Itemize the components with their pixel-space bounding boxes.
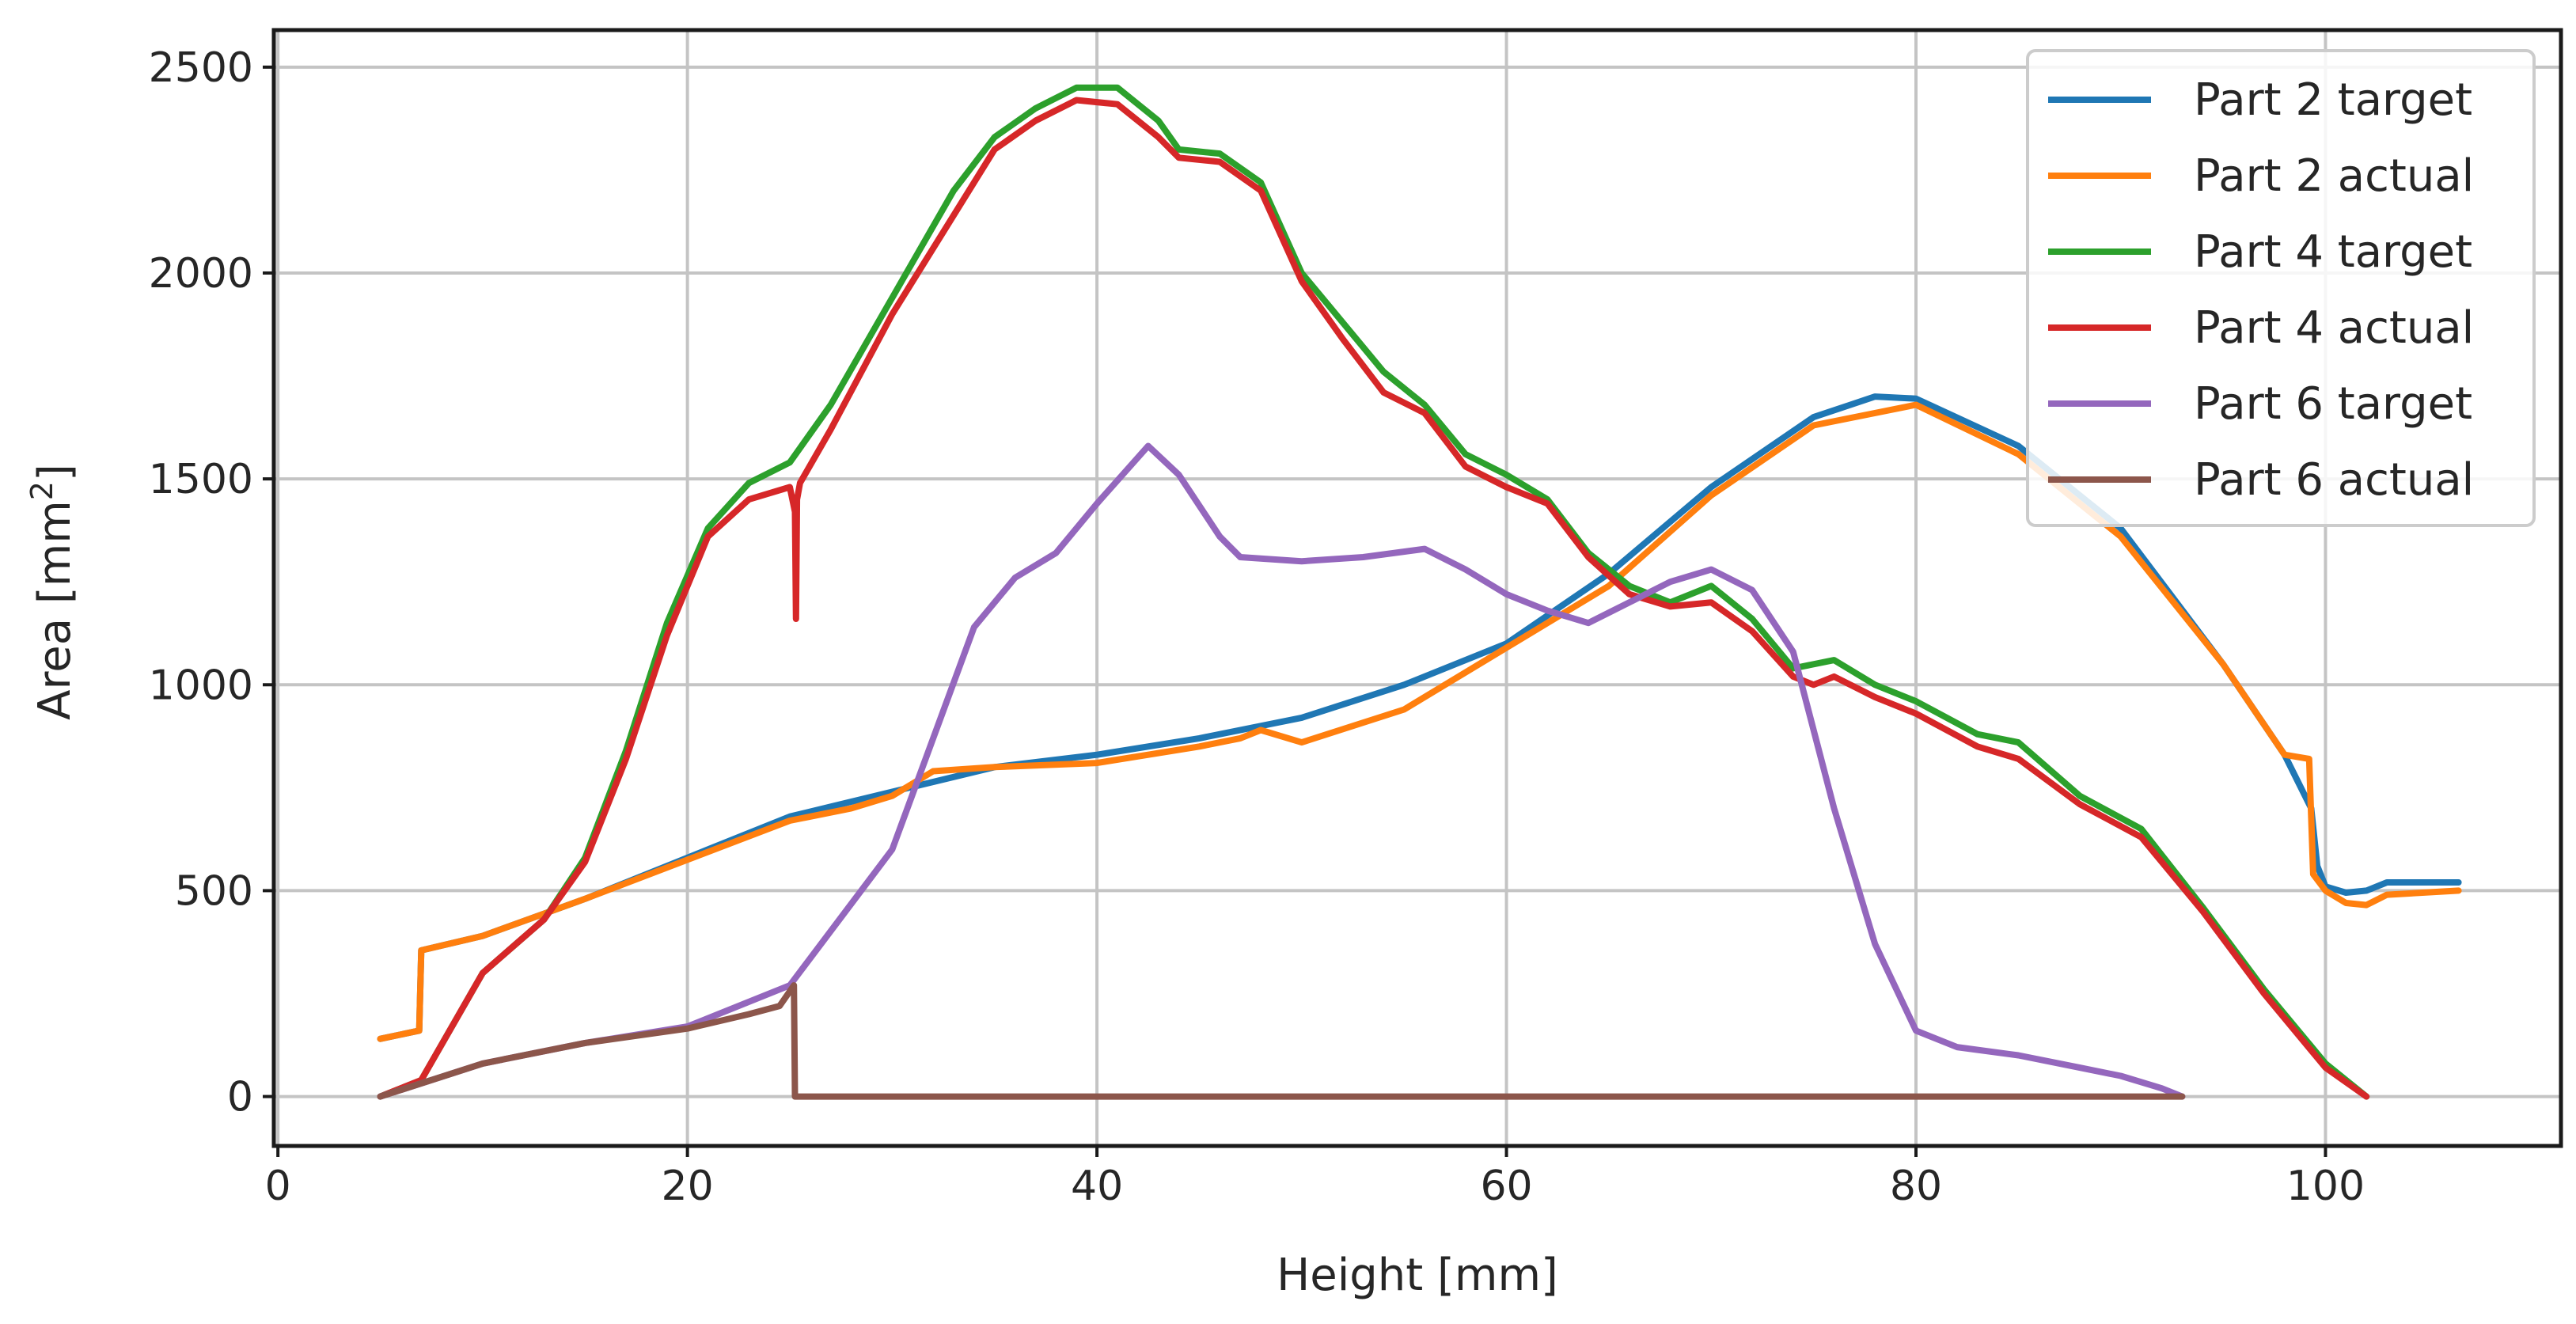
series-line-part-2-actual <box>377 401 2462 1042</box>
y-axis-label-end: ] <box>29 464 81 481</box>
series-line-part-4-actual <box>377 97 2370 1100</box>
y-tick-label: 2000 <box>149 250 253 298</box>
y-tick-label: 2500 <box>149 44 253 92</box>
x-tick-label: 20 <box>662 1163 714 1210</box>
legend-box <box>2026 49 2536 527</box>
legend-label-part-2-actual: Part 2 actual <box>2194 150 2474 202</box>
x-tick-label: 40 <box>1071 1163 1123 1210</box>
legend-label-part-6-target: Part 6 target <box>2194 378 2472 430</box>
y-axis-label-superscript: 2 <box>25 481 59 500</box>
y-tick-label: 1000 <box>149 662 253 709</box>
legend-label-part-2-target: Part 2 target <box>2194 74 2472 126</box>
series-line-part-6-actual <box>377 982 2186 1100</box>
y-tick-label: 0 <box>227 1074 253 1121</box>
x-axis-label: Height [mm] <box>1277 1250 1558 1301</box>
y-axis-label: Area [mm2] <box>25 464 81 720</box>
series-line-part-4-target <box>377 84 2370 1100</box>
y-axis-label-text: Area [mm <box>29 500 81 720</box>
legend-label-part-4-target: Part 4 target <box>2194 226 2472 278</box>
series-layer <box>377 84 2462 1100</box>
series-line-part-6-target <box>377 442 2186 1100</box>
x-tick-label: 0 <box>265 1163 291 1210</box>
y-tick-label: 500 <box>175 867 253 915</box>
x-tick-label: 100 <box>2286 1163 2365 1210</box>
x-tick-label: 80 <box>1890 1163 1942 1210</box>
legend-label-part-4-actual: Part 4 actual <box>2194 302 2474 354</box>
x-tick-label: 60 <box>1480 1163 1532 1210</box>
legend: Part 2 target Part 2 actual Part 4 target P… <box>2026 49 2536 527</box>
legend-label-part-6-actual: Part 6 actual <box>2194 454 2474 506</box>
y-tick-label: 1500 <box>149 456 253 503</box>
plot-area-frame <box>271 28 2563 1148</box>
